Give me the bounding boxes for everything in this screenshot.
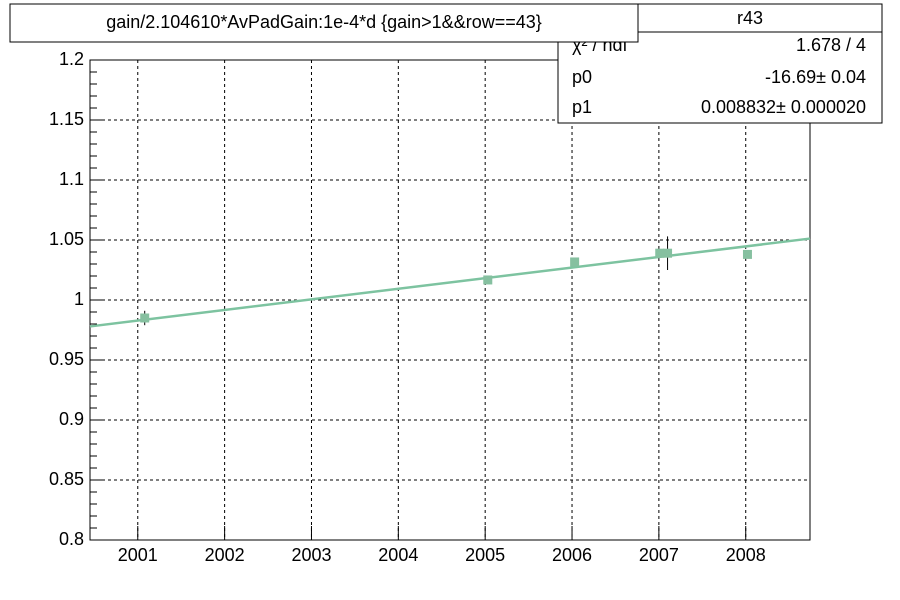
fit-line — [89, 237, 811, 328]
y-tick-label: 1 — [74, 289, 84, 309]
x-tick-label: 2003 — [291, 545, 331, 565]
stats-name: p0 — [572, 67, 592, 87]
x-tick-label: 2002 — [205, 545, 245, 565]
stats-name: p1 — [572, 97, 592, 117]
plot-frame — [89, 59, 811, 541]
title-box — [9, 3, 639, 43]
x-tick-label: 2006 — [552, 545, 592, 565]
point — [742, 249, 752, 259]
x-tick-label: 2005 — [465, 545, 505, 565]
x-tick-label: 2007 — [639, 545, 679, 565]
x-tick-label: 2001 — [118, 545, 158, 565]
point — [655, 248, 665, 258]
y-tick-label: 1.2 — [59, 49, 84, 69]
y-tick-label: 1.15 — [49, 109, 84, 129]
y-tick-label: 0.8 — [59, 529, 84, 549]
point — [140, 313, 150, 323]
y-tick-label: 0.9 — [59, 409, 84, 429]
x-tick-label: 2008 — [726, 545, 766, 565]
stats-value: 0.008832± 0.000020 — [701, 97, 866, 117]
x-tick-label: 2004 — [378, 545, 418, 565]
point — [570, 257, 580, 267]
stats-title: r43 — [737, 8, 763, 28]
y-tick-label: 1.05 — [49, 229, 84, 249]
chart-title: gain/2.104610*AvPadGain:1e-4*d {gain>1&&… — [106, 12, 542, 32]
y-tick-label: 1.1 — [59, 169, 84, 189]
point — [483, 275, 493, 285]
point — [663, 248, 673, 258]
stats-value: 1.678 / 4 — [796, 35, 866, 55]
stats-value: -16.69± 0.04 — [765, 67, 866, 87]
y-tick-label: 0.95 — [49, 349, 84, 369]
y-tick-label: 0.85 — [49, 469, 84, 489]
